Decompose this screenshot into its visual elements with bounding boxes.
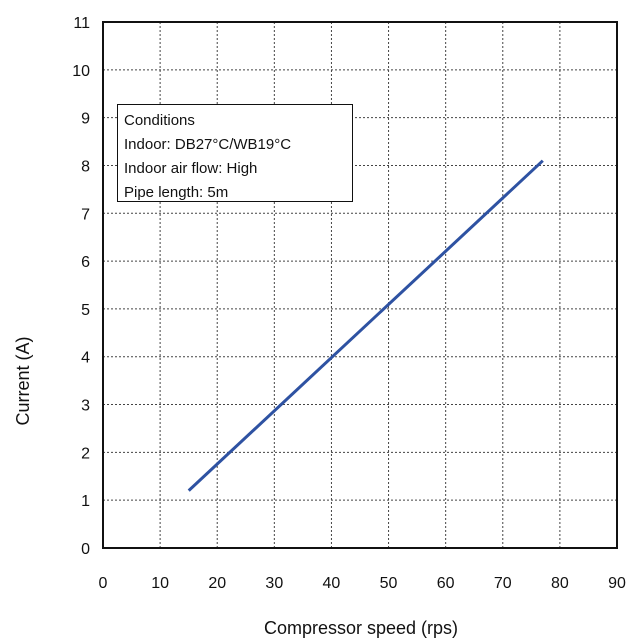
x-tick-label: 30 [265,575,283,592]
y-axis-label: Current (A) [13,336,33,425]
x-tick-label: 20 [208,575,226,592]
x-tick-label: 10 [151,575,169,592]
y-tick-label: 9 [81,111,90,128]
conditions-title: Conditions [124,112,195,129]
y-tick-label: 4 [81,350,90,367]
plot-border [102,21,618,549]
y-tick-label: 10 [72,63,90,80]
y-tick-label: 8 [81,158,90,175]
x-tick-label: 90 [608,575,626,592]
y-tick-label: 11 [73,15,90,32]
x-tick-labels: 0 10 20 30 40 50 60 70 80 90 [99,575,626,592]
conditions-indoor-temp: Indoor: DB27°C/WB19°C [124,136,292,153]
y-tick-label: 0 [81,541,90,558]
x-tick-label: 70 [494,575,512,592]
conditions-air-flow: Indoor air flow: High [124,160,258,177]
grid-lines [103,22,617,548]
y-tick-label: 7 [81,206,90,223]
conditions-annotation: Conditions Indoor: DB27°C/WB19°C Indoor … [117,104,353,202]
conditions-pipe-length: Pipe length: 5m [124,184,229,201]
y-tick-labels: 0 1 2 3 4 5 6 7 8 9 10 11 [72,15,90,558]
x-tick-label: 80 [551,575,569,592]
x-tick-label: 0 [99,575,108,592]
y-tick-label: 1 [81,493,90,510]
plot-frame [102,21,618,549]
x-tick-label: 60 [437,575,455,592]
series-lines [187,159,544,492]
y-tick-label: 6 [81,254,90,271]
y-tick-label: 5 [81,302,90,319]
y-tick-label: 3 [81,398,90,415]
y-tick-label: 2 [81,445,90,462]
x-axis-label: Compressor speed (rps) [264,618,458,638]
series-line [187,159,544,492]
x-tick-label: 40 [323,575,341,592]
x-tick-label: 50 [380,575,398,592]
